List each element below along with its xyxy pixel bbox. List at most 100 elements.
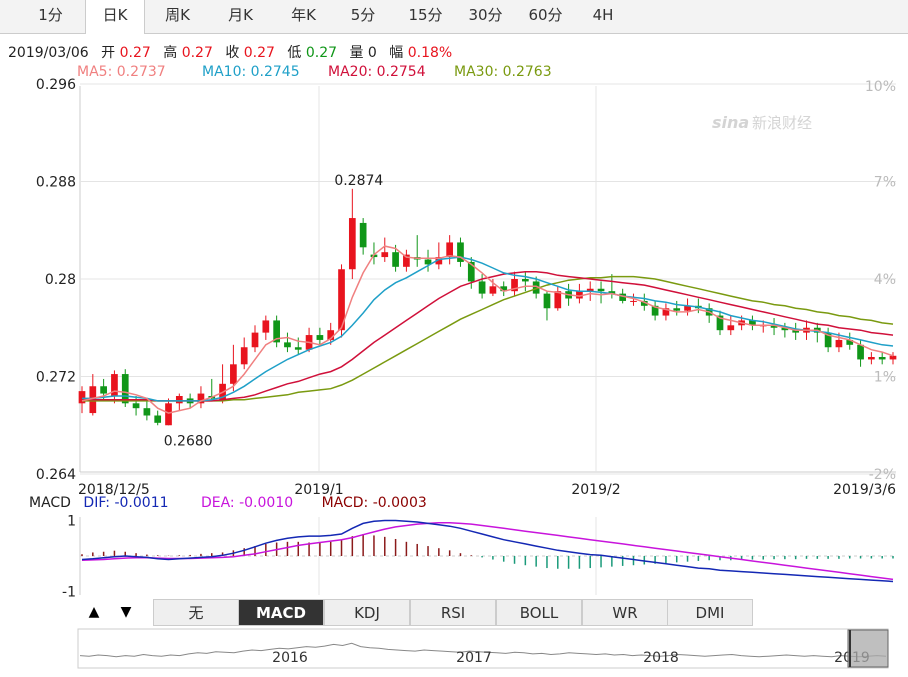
candle-body <box>348 218 356 270</box>
candle-body <box>630 300 637 302</box>
amplitude-label: 幅 <box>389 45 404 61</box>
ma20-line <box>82 270 894 402</box>
pct-tick-label: 1% <box>874 370 896 386</box>
dea-line <box>81 521 894 581</box>
ma20-legend: MA20: 0.2754 <box>328 64 426 80</box>
watermark-logo: sina <box>712 113 749 132</box>
candle-body <box>457 242 464 262</box>
tab-0[interactable]: 1分 <box>38 6 63 24</box>
zoom-in-button[interactable]: ▲ <box>88 604 100 620</box>
candle-body <box>640 300 648 306</box>
pct-tick-label: 10% <box>865 79 896 95</box>
indicator-tab-rsi[interactable]: RSI <box>410 599 496 626</box>
macd-dea-value: DEA: -0.0010 <box>200 495 294 511</box>
ma5-legend: MA5: 0.2737 <box>77 64 166 80</box>
tab-6[interactable]: 15分 <box>408 6 443 24</box>
x-tick-label: 2019/2 <box>571 482 620 498</box>
candle-body <box>716 315 724 331</box>
candle-body <box>240 347 248 365</box>
overview-window-handle[interactable] <box>847 629 889 668</box>
candle-body <box>586 288 594 292</box>
watermark-text: 新浪财经 <box>752 114 812 132</box>
candle-body <box>121 374 129 404</box>
tab-8[interactable]: 60分 <box>528 6 563 24</box>
candle-body <box>165 403 172 426</box>
tab-5[interactable]: 5分 <box>350 6 376 24</box>
candle-body <box>338 269 345 331</box>
candle-body <box>878 357 886 360</box>
overview-year-label: 2016 <box>272 650 308 666</box>
ma10-legend: MA10: 0.2745 <box>202 64 300 80</box>
volume-label: 量 <box>349 45 364 61</box>
indicator-tab-boll[interactable]: BOLL <box>496 599 582 626</box>
candle-body <box>597 288 605 292</box>
tab-4[interactable]: 年K <box>291 6 316 24</box>
zoom-out-button[interactable]: ▼ <box>120 604 132 620</box>
candle-body <box>651 305 659 316</box>
candle-body <box>824 332 832 348</box>
y-tick-label: 0.28 <box>45 272 76 288</box>
ma30-line <box>82 275 894 402</box>
tab-2[interactable]: 周K <box>165 6 190 24</box>
candle-body <box>684 305 691 311</box>
candle-body <box>857 344 864 360</box>
macd-y-tick-label: -1 <box>62 584 76 600</box>
y-tick-label: 0.296 <box>36 77 76 93</box>
indicator-tab-macd[interactable]: MACD <box>238 599 324 626</box>
high-label: 高 <box>163 45 178 61</box>
x-tick-label: 2019/1 <box>294 482 343 498</box>
indicator-tab-kdj[interactable]: KDJ <box>324 599 410 626</box>
macd-legend: MACD DIF: -0.0011 DEA: -0.0010 MACD: -0.… <box>29 495 427 511</box>
candle-body <box>251 332 259 348</box>
open-label: 开 <box>101 45 116 61</box>
pct-tick-label: 7% <box>874 175 896 191</box>
tab-3[interactable]: 月K <box>228 6 253 24</box>
ma10-line <box>82 256 894 402</box>
overview-year-label: 2018 <box>643 650 679 666</box>
candle-body <box>424 259 432 265</box>
candle-body <box>143 408 151 416</box>
tab-9[interactable]: 4H <box>592 6 614 24</box>
candle-body <box>727 325 735 331</box>
candle-body <box>868 357 875 360</box>
candle-body <box>521 279 529 282</box>
close-label: 收 <box>225 45 240 61</box>
x-tick-label: 2019/3/6 <box>833 482 896 498</box>
candle-body <box>435 257 443 265</box>
volume-value: 0 <box>367 45 377 61</box>
ma30-legend: MA30: 0.2763 <box>454 64 552 80</box>
candle-body <box>532 281 540 294</box>
candle-body <box>662 308 670 316</box>
candle-body <box>846 339 854 345</box>
candle-body <box>889 355 897 360</box>
candle-body <box>111 374 118 396</box>
candle-body <box>446 242 454 258</box>
candle-body <box>78 391 86 404</box>
candle-body <box>835 339 843 348</box>
candle-body <box>197 393 205 404</box>
close-value: 0.27 <box>243 45 275 61</box>
indicator-tab-无[interactable]: 无 <box>153 599 239 626</box>
indicator-tab-wr[interactable]: WR <box>582 599 668 626</box>
candle-body <box>327 330 335 340</box>
indicator-tab-dmi[interactable]: DMI <box>667 599 753 626</box>
low-label: 低 <box>287 45 302 61</box>
candle-body <box>619 293 627 301</box>
pct-tick-label: 4% <box>874 272 896 288</box>
y-tick-label: 0.288 <box>36 175 76 191</box>
candle-body <box>359 222 367 248</box>
candle-body <box>608 291 616 294</box>
candle-body <box>294 347 302 350</box>
candle-body <box>554 291 562 309</box>
x-tick-label: 2018/12/5 <box>78 482 150 498</box>
open-value: 0.27 <box>119 45 151 61</box>
candle-body <box>175 396 183 404</box>
period-tab-bar: 1分 日K 周K 月K 年K 5分 15分 30分 60分 4H <box>0 0 908 34</box>
tab-7[interactable]: 30分 <box>468 6 503 24</box>
candle-body <box>749 320 756 326</box>
candle-body <box>500 286 508 292</box>
tab-1[interactable]: 日K <box>85 0 145 34</box>
ma5-line <box>81 245 894 414</box>
candle-body <box>381 252 389 258</box>
candle-body <box>511 279 518 292</box>
